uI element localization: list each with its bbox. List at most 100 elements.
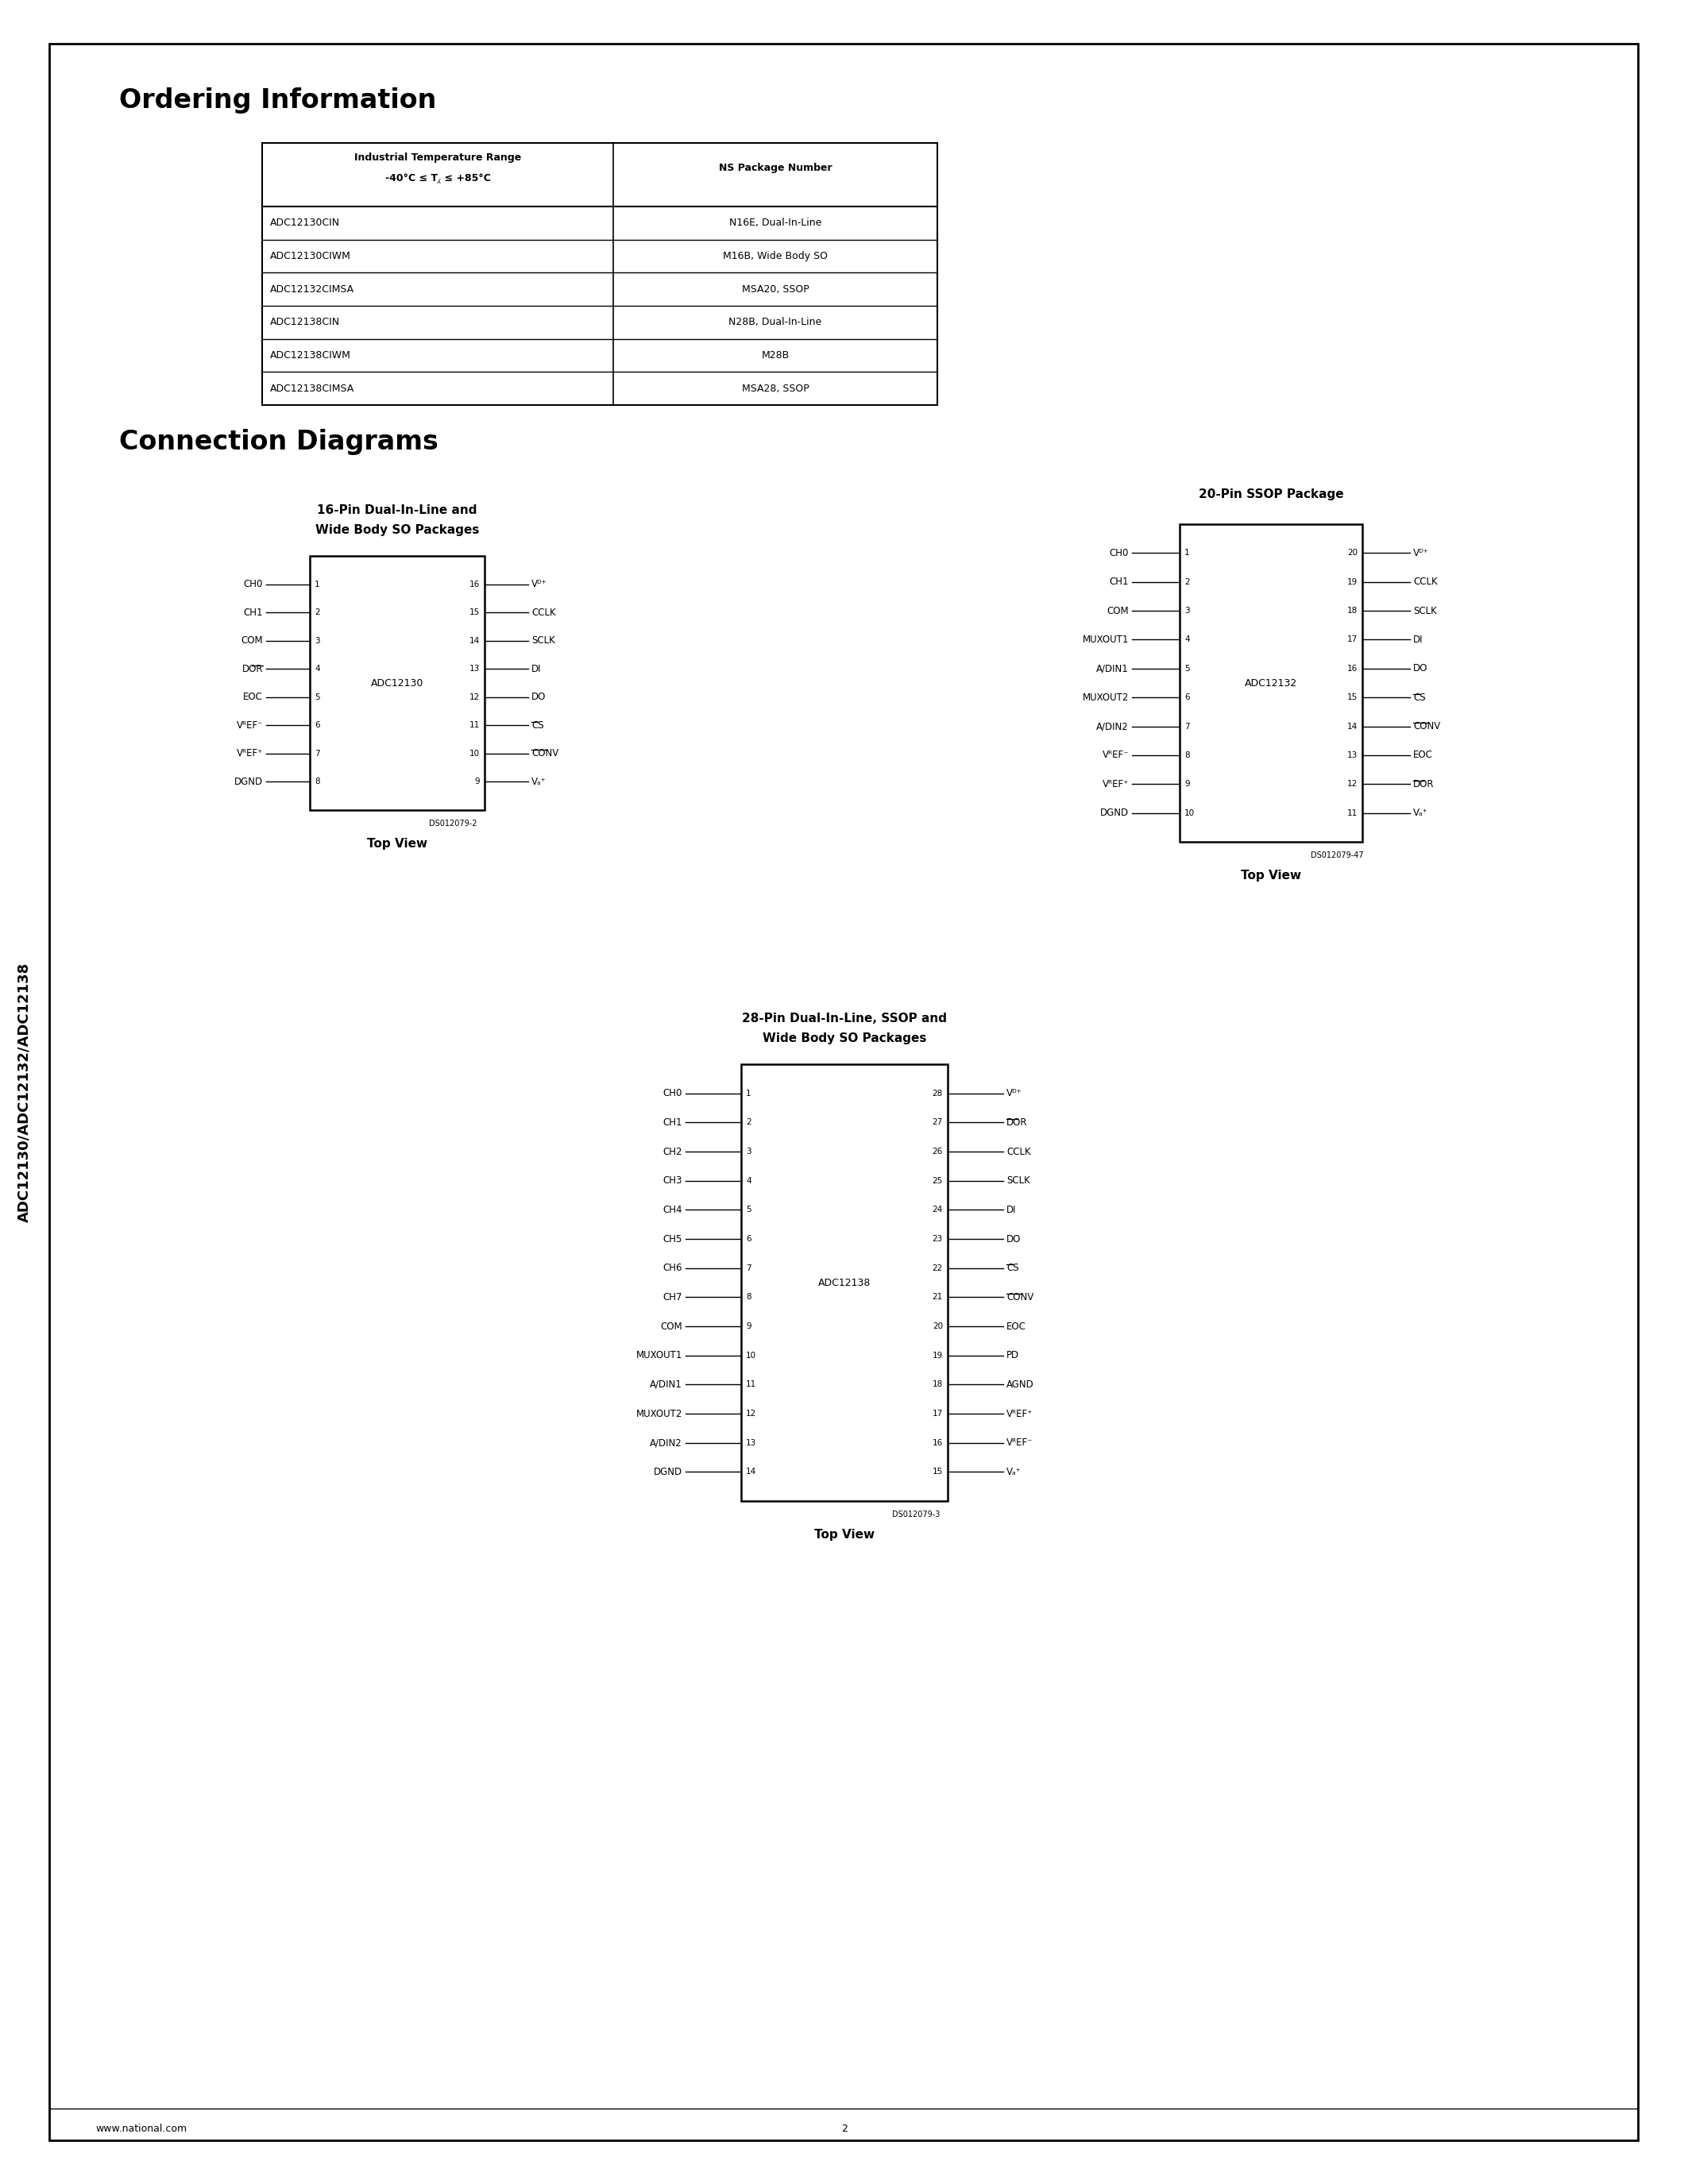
Text: N16E, Dual-In-Line: N16E, Dual-In-Line — [729, 218, 822, 227]
Text: 13: 13 — [1347, 751, 1357, 760]
Text: 18: 18 — [1347, 607, 1357, 614]
Text: CONV: CONV — [1413, 721, 1440, 732]
Text: CONV: CONV — [1006, 1293, 1033, 1302]
Text: 22: 22 — [932, 1265, 944, 1271]
Text: CH1: CH1 — [1109, 577, 1129, 587]
Text: A/DIN2: A/DIN2 — [650, 1437, 682, 1448]
Text: 20: 20 — [932, 1321, 944, 1330]
Text: MUXOUT2: MUXOUT2 — [1082, 692, 1129, 703]
Text: 1: 1 — [746, 1090, 751, 1096]
Text: 13: 13 — [469, 664, 479, 673]
Text: DS012079-47: DS012079-47 — [1310, 852, 1364, 858]
Text: Top View: Top View — [814, 1529, 874, 1540]
Text: 4: 4 — [314, 664, 319, 673]
Text: CH0: CH0 — [243, 579, 263, 590]
Text: CH6: CH6 — [663, 1262, 682, 1273]
Text: MUXOUT1: MUXOUT1 — [1082, 636, 1129, 644]
Text: DO: DO — [532, 692, 545, 703]
Text: CS: CS — [1006, 1262, 1020, 1273]
Text: Vₐ⁺: Vₐ⁺ — [1413, 808, 1428, 819]
Text: 14: 14 — [469, 638, 479, 644]
Text: VᴿEF⁺: VᴿEF⁺ — [1102, 780, 1129, 788]
Text: 25: 25 — [932, 1177, 944, 1184]
Text: Industrial Temperature Range: Industrial Temperature Range — [354, 153, 522, 164]
Text: 23: 23 — [932, 1234, 944, 1243]
Text: Vₐ⁺: Vₐ⁺ — [1006, 1468, 1021, 1476]
Text: 16: 16 — [469, 581, 479, 587]
Text: CH3: CH3 — [663, 1175, 682, 1186]
Text: DOR: DOR — [241, 664, 263, 675]
Text: ADC12138CIMSA: ADC12138CIMSA — [270, 384, 354, 393]
Text: 9: 9 — [746, 1321, 751, 1330]
Text: 27: 27 — [932, 1118, 944, 1127]
Text: 3: 3 — [1185, 607, 1190, 614]
Text: EOC: EOC — [243, 692, 263, 703]
Text: Vᴰ⁺: Vᴰ⁺ — [1006, 1088, 1023, 1099]
Text: 20-Pin SSOP Package: 20-Pin SSOP Package — [1198, 489, 1344, 500]
Text: DI: DI — [532, 664, 542, 675]
Text: Ordering Information: Ordering Information — [120, 87, 437, 114]
Text: DGND: DGND — [235, 778, 263, 786]
Text: 8: 8 — [746, 1293, 751, 1302]
Text: 2: 2 — [841, 2123, 847, 2134]
Text: 15: 15 — [469, 609, 479, 616]
Text: 10: 10 — [746, 1352, 756, 1358]
Text: N28B, Dual-In-Line: N28B, Dual-In-Line — [729, 317, 822, 328]
Text: CH0: CH0 — [663, 1088, 682, 1099]
Text: COM: COM — [660, 1321, 682, 1332]
Text: DOR: DOR — [1006, 1118, 1028, 1127]
Text: A/DIN1: A/DIN1 — [1097, 664, 1129, 673]
Text: DO: DO — [1413, 664, 1428, 673]
Text: 7: 7 — [746, 1265, 751, 1271]
Text: Vₐ⁺: Vₐ⁺ — [532, 778, 547, 786]
Text: 21: 21 — [932, 1293, 944, 1302]
Text: COM: COM — [1107, 605, 1129, 616]
Text: CH2: CH2 — [663, 1147, 682, 1158]
Text: 11: 11 — [469, 721, 479, 729]
Text: 7: 7 — [314, 749, 319, 758]
Text: 17: 17 — [1347, 636, 1357, 644]
Text: SCLK: SCLK — [1413, 605, 1436, 616]
Text: 2: 2 — [746, 1118, 751, 1127]
Text: CH0: CH0 — [1109, 548, 1129, 559]
Text: A/DIN2: A/DIN2 — [1097, 721, 1129, 732]
Text: ADC12130CIN: ADC12130CIN — [270, 218, 339, 227]
Text: 8: 8 — [1185, 751, 1190, 760]
Text: 2: 2 — [314, 609, 319, 616]
Text: 26: 26 — [932, 1147, 944, 1155]
Text: DS012079-2: DS012079-2 — [429, 819, 478, 828]
Text: A/DIN1: A/DIN1 — [650, 1380, 682, 1389]
Text: ADC12138CIN: ADC12138CIN — [270, 317, 339, 328]
Text: 10: 10 — [469, 749, 479, 758]
Text: 16: 16 — [932, 1439, 944, 1446]
Text: Connection Diagrams: Connection Diagrams — [120, 428, 439, 454]
Text: Wide Body SO Packages: Wide Body SO Packages — [763, 1033, 927, 1044]
Text: VᴿEF⁺: VᴿEF⁺ — [236, 749, 263, 758]
Text: VᴿEF⁻: VᴿEF⁻ — [1102, 749, 1129, 760]
Text: 11: 11 — [746, 1380, 756, 1389]
Text: 14: 14 — [1347, 723, 1357, 729]
Text: Vᴰ⁺: Vᴰ⁺ — [1413, 548, 1428, 559]
Text: 7: 7 — [1185, 723, 1190, 729]
Text: MSA20, SSOP: MSA20, SSOP — [741, 284, 809, 295]
Text: 5: 5 — [746, 1206, 751, 1214]
Text: CH7: CH7 — [663, 1293, 682, 1302]
Text: 6: 6 — [314, 721, 319, 729]
Text: www.national.com: www.national.com — [95, 2123, 187, 2134]
Text: 12: 12 — [746, 1409, 756, 1417]
Text: Vᴰ⁺: Vᴰ⁺ — [532, 579, 547, 590]
Text: 11: 11 — [1347, 808, 1357, 817]
Text: CS: CS — [532, 721, 544, 729]
Text: 4: 4 — [746, 1177, 751, 1184]
Text: 10: 10 — [1185, 808, 1195, 817]
Bar — [741, 1064, 947, 1500]
Text: ADC12132CIMSA: ADC12132CIMSA — [270, 284, 354, 295]
Text: Wide Body SO Packages: Wide Body SO Packages — [316, 524, 479, 535]
Text: 16-Pin Dual-In-Line and: 16-Pin Dual-In-Line and — [317, 505, 478, 515]
Text: 17: 17 — [932, 1409, 944, 1417]
Text: 9: 9 — [1185, 780, 1190, 788]
Text: CH1: CH1 — [243, 607, 263, 618]
Text: AGND: AGND — [1006, 1380, 1035, 1389]
Text: 3: 3 — [746, 1147, 751, 1155]
Text: Top View: Top View — [1241, 869, 1301, 882]
